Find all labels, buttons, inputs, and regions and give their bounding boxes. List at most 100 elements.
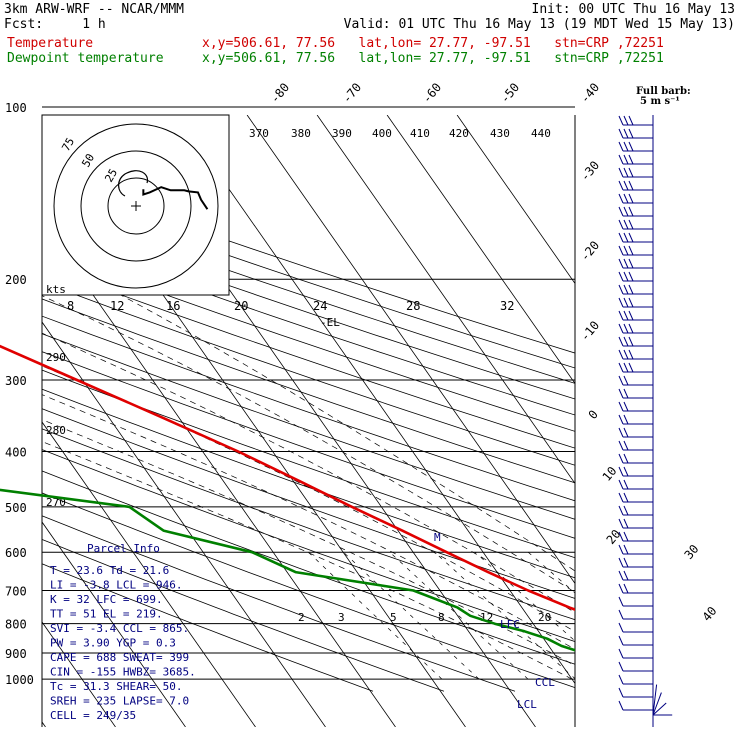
pressure-label: 700 — [5, 585, 27, 599]
barb-flag — [618, 388, 624, 399]
wind-barb — [618, 661, 653, 672]
barb-flag — [628, 349, 634, 360]
barb-flag — [618, 141, 624, 152]
barb-lower — [652, 684, 658, 716]
barb-flag — [618, 674, 624, 685]
theta-label: 440 — [531, 127, 551, 140]
wind-barb — [618, 609, 653, 620]
barb-flag — [623, 206, 629, 217]
barb-flag — [623, 115, 629, 126]
wind-barb — [618, 453, 653, 464]
barb-flag — [623, 141, 629, 152]
barb-flag — [623, 193, 629, 204]
wind-barb — [618, 141, 653, 152]
barb-flag — [623, 284, 629, 295]
barb-flag — [623, 375, 629, 386]
wind-barb — [618, 180, 653, 191]
isotherm-label: -10 — [578, 318, 603, 344]
wind-barb — [618, 271, 653, 282]
dry-adiabat — [42, 281, 575, 466]
wind-barb — [618, 570, 653, 581]
wind-barb — [618, 583, 653, 594]
el-marker: -EL — [320, 316, 340, 329]
dry-adiabat — [42, 175, 575, 354]
mixing-ratio-label: 32 — [500, 299, 514, 313]
barb-flag — [623, 505, 629, 516]
barb-flag — [623, 427, 629, 438]
wind-barb — [618, 206, 653, 217]
barb-flag — [618, 349, 624, 360]
pressure-label: 200 — [5, 273, 27, 287]
ccl-marker: CCL — [535, 676, 555, 689]
m-marker: M — [434, 531, 441, 544]
lfc-marker: LFC — [500, 618, 520, 631]
wind-barbs — [618, 115, 673, 727]
barb-flag — [623, 570, 629, 581]
barb-flag — [623, 271, 629, 282]
pressure-label: 500 — [5, 501, 27, 515]
dry-adiabat — [42, 234, 575, 416]
barb-flag — [618, 596, 624, 607]
barb-lower — [652, 692, 662, 716]
barb-flag — [618, 609, 624, 620]
isotherm-line — [316, 115, 575, 485]
mixing-ratio-label-lower: 2 — [298, 611, 305, 624]
dry-adiabat — [42, 333, 575, 520]
barb-flag — [618, 323, 624, 334]
barb-flag — [623, 167, 629, 178]
pressure-label: 1000 — [5, 673, 34, 687]
barb-flag — [618, 544, 624, 555]
lcl-marker: LCL — [517, 698, 537, 711]
wind-barb — [618, 128, 653, 139]
barb-flag — [628, 297, 634, 308]
barb-flag — [618, 635, 624, 646]
wind-barb — [618, 258, 653, 269]
wind-barb — [618, 167, 653, 178]
isotherm-label: -60 — [420, 80, 445, 106]
barb-flag — [623, 310, 629, 321]
barb-flag — [623, 583, 629, 594]
isotherm-line — [176, 115, 575, 685]
barb-flag — [618, 479, 624, 490]
dry-adiabat — [42, 539, 445, 692]
barb-flag — [618, 622, 624, 633]
hodograph-ring-label: 25 — [102, 167, 120, 185]
dry-adiabat — [42, 470, 575, 665]
parcel-info-row: PW = 3.90 YGP = 0.3 — [50, 637, 176, 650]
mixing-ratio-label: 20 — [234, 299, 248, 313]
wind-barb — [618, 401, 653, 412]
hodograph-ring-label: 50 — [79, 152, 97, 170]
isotherm-line — [42, 421, 256, 727]
wind-barb — [618, 193, 653, 204]
wind-barb — [618, 115, 653, 126]
wind-barb — [618, 674, 653, 685]
dry-adiabat — [42, 369, 575, 559]
barb-flag — [623, 466, 629, 477]
barb-flag — [618, 206, 624, 217]
barb-flag — [628, 323, 634, 334]
hodograph-loop — [118, 170, 149, 197]
dry-adiabat-label: 290 — [46, 351, 66, 364]
barb-flag — [623, 362, 629, 373]
wind-barb — [618, 323, 653, 334]
wind-barb — [618, 284, 653, 295]
isotherm-line — [42, 521, 186, 727]
legend-temperature: Temperature — [7, 36, 93, 51]
barb-flag — [623, 440, 629, 451]
mixing-ratio-label: 28 — [406, 299, 420, 313]
theta-label: 370 — [249, 127, 269, 140]
hodograph-ring-label: 75 — [59, 136, 77, 154]
barb-flag — [618, 258, 624, 269]
barb-flag — [618, 284, 624, 295]
hodograph-ring — [53, 123, 219, 289]
pressure-label: 900 — [5, 647, 27, 661]
dry-adiabat — [42, 515, 516, 692]
isotherm-line — [42, 321, 326, 727]
pressure-label: 100 — [5, 101, 27, 115]
curve-group — [0, 344, 575, 652]
barb-flag — [628, 115, 634, 126]
barb-flag — [623, 297, 629, 308]
isotherm-line — [246, 115, 575, 585]
barb-flag — [628, 141, 634, 152]
